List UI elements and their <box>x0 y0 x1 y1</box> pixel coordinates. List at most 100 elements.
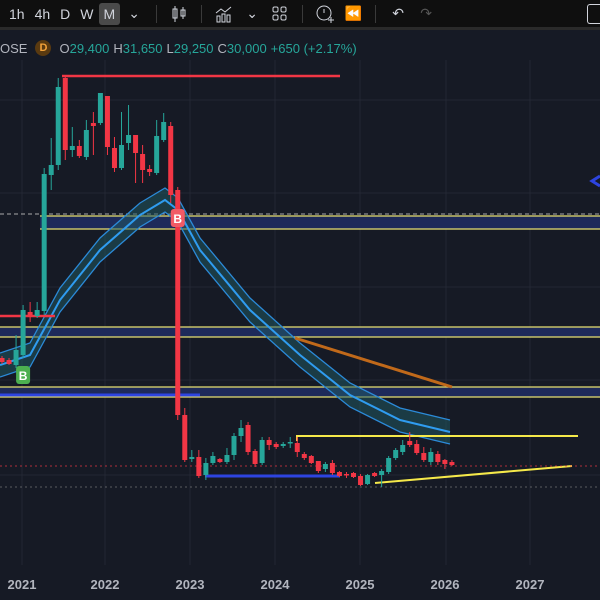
timeframe-1h[interactable]: 1h <box>9 5 25 22</box>
orange-trend-line <box>294 336 453 389</box>
candle-body <box>140 154 146 170</box>
x-tick-label: 2025 <box>345 577 375 592</box>
candle <box>27 302 33 322</box>
candle-body <box>379 471 385 475</box>
band-fill <box>0 188 450 444</box>
candle <box>266 437 272 450</box>
candle-body <box>414 444 420 453</box>
candle <box>294 437 300 457</box>
exchange-badge: D <box>35 40 52 56</box>
candle-body <box>90 123 96 126</box>
layout-grid-icon[interactable] <box>266 3 294 25</box>
candle <box>421 447 427 462</box>
candle-body <box>407 441 413 445</box>
x-tick-label: 2026 <box>430 577 460 592</box>
candle-body <box>238 428 244 436</box>
candle <box>428 448 434 465</box>
candle <box>126 105 132 150</box>
candle <box>351 472 356 478</box>
candle-body <box>69 146 75 150</box>
divider <box>375 4 377 23</box>
candle <box>449 460 455 466</box>
timeframe-4h[interactable]: 4h <box>34 5 51 22</box>
candle <box>147 165 153 176</box>
candle-body <box>365 475 371 484</box>
low-label: L29,250 <box>166 40 214 56</box>
candle <box>393 448 399 460</box>
candle-body <box>119 145 125 168</box>
candle-body <box>231 436 237 455</box>
divider <box>302 4 304 23</box>
candle <box>55 78 61 170</box>
candle <box>280 442 286 448</box>
candle-body <box>147 169 153 172</box>
candle <box>322 462 328 472</box>
redo-icon[interactable]: ↷ <box>420 5 433 21</box>
candle <box>0 356 5 364</box>
candle-body <box>196 457 202 476</box>
candle-body <box>161 122 167 140</box>
candle-body <box>0 358 5 362</box>
candle <box>343 472 349 478</box>
candle-body <box>27 312 33 316</box>
yellow-rising-trend-line <box>374 465 573 484</box>
candle <box>154 120 160 175</box>
x-tick-label: 2023 <box>175 577 205 592</box>
candle <box>6 358 12 365</box>
signal-text: B <box>173 212 182 226</box>
fullscreen-button[interactable] <box>587 3 600 24</box>
candle <box>336 471 342 477</box>
timeframe-m[interactable]: M <box>98 2 121 25</box>
candle-body <box>301 454 307 458</box>
candle-body <box>210 456 216 463</box>
candle <box>41 168 47 315</box>
chevron-down-icon[interactable]: ⌄ <box>128 5 141 21</box>
timeframe-d[interactable]: D <box>60 5 71 22</box>
candle-body <box>315 461 321 471</box>
candle <box>308 455 314 464</box>
candle <box>189 450 195 462</box>
sell-signal-label: B <box>170 209 185 227</box>
candle <box>407 432 413 447</box>
candle-body <box>55 87 61 165</box>
candle <box>97 93 103 125</box>
candle-body <box>217 459 223 462</box>
buy-signal-label: B <box>16 366 31 384</box>
candle-body <box>62 78 68 150</box>
candle <box>329 460 335 475</box>
candle-body <box>168 126 174 195</box>
divider <box>201 4 203 23</box>
chevron-down-icon[interactable]: ⌄ <box>246 5 259 21</box>
candle-body <box>224 455 230 462</box>
candle-body <box>48 165 54 175</box>
candles <box>0 76 455 487</box>
candle <box>83 120 89 160</box>
indicators-icon[interactable] <box>210 3 238 25</box>
candle-body <box>133 135 139 153</box>
timeframe-w[interactable]: W <box>80 5 94 22</box>
candle-body <box>294 443 300 452</box>
candle <box>34 302 40 318</box>
candle-body <box>97 93 103 123</box>
candle <box>161 113 167 142</box>
zones <box>0 213 600 398</box>
undo-icon[interactable]: ↶ <box>392 5 405 21</box>
candles-icon[interactable] <box>165 3 193 25</box>
signals: BB <box>16 209 185 384</box>
candle-body <box>322 464 328 469</box>
candle <box>196 450 202 478</box>
candle-body <box>83 130 89 157</box>
candle <box>133 135 139 183</box>
candle-body <box>13 350 19 365</box>
close-label: C30,000 <box>217 40 267 56</box>
candle <box>119 112 125 170</box>
symbol-name[interactable]: OSE <box>0 40 28 56</box>
replay-icon[interactable]: ⏪ <box>344 5 362 21</box>
candle <box>20 305 26 358</box>
candle-body <box>280 444 286 446</box>
candle <box>252 449 258 467</box>
candle-body <box>343 474 349 476</box>
alert-add-icon[interactable] <box>311 3 339 25</box>
candle <box>386 456 392 474</box>
